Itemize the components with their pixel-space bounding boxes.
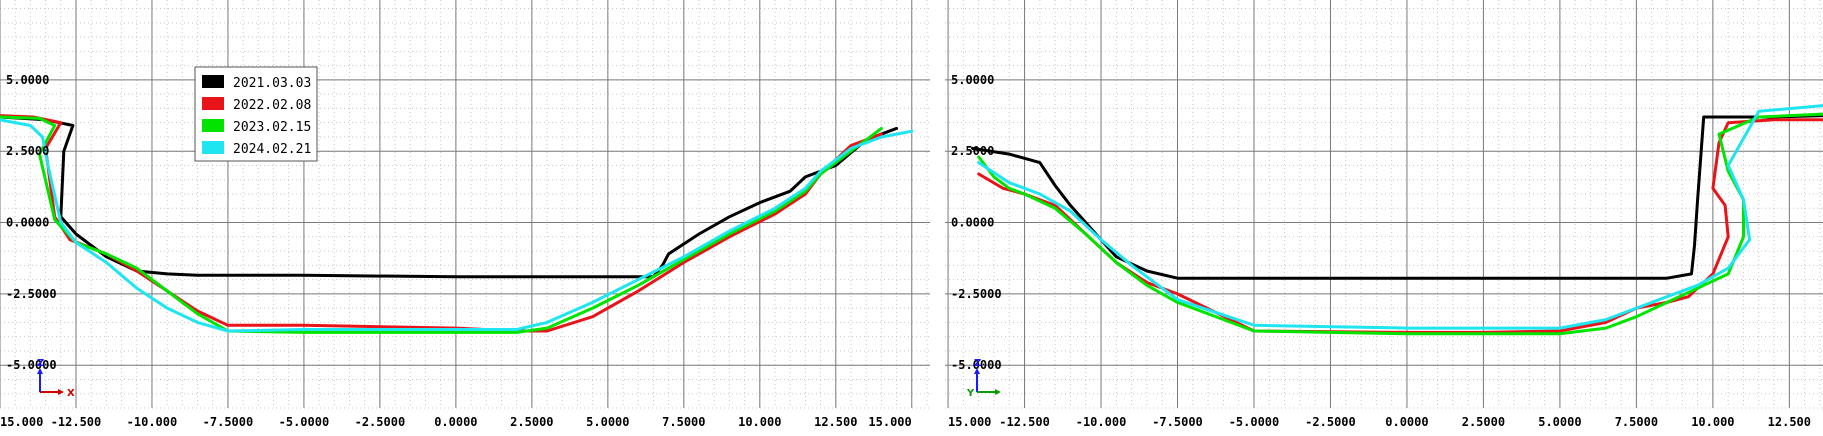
axis-glyph-z-label: Z (37, 358, 44, 369)
legend-label: 2022.02.08 (233, 98, 311, 113)
x-tick-labels: 15.000 -12.500 -10.000 -7.5000 -5.0000 -2.500… (0, 415, 912, 429)
y-tick-labels: 5.0000 2.5000 0.0000 -2.5000 -5.0000 (6, 73, 57, 372)
x-tick-label: 2.5000 (510, 415, 553, 429)
legend-swatch (202, 75, 224, 88)
legend-label: 2021.03.03 (233, 76, 311, 91)
x-tick-label: 7.5000 (1615, 415, 1658, 429)
x-tick-label: -10.000 (127, 415, 178, 429)
legend-swatch (202, 141, 224, 154)
y-tick-label: 0.0000 (6, 216, 49, 230)
x-tick-label: 12.500 (814, 415, 857, 429)
series-line (0, 115, 899, 279)
left-profile-chart: 5.0000 2.5000 0.0000 -2.5000 -5.0000 15.000 -1… (0, 0, 930, 429)
x-tick-label: 0.0000 (1385, 415, 1428, 429)
x-tick-labels: 15.000 -12.500 -10.000 -7.5000 -5.0000 -2.500… (948, 415, 1811, 429)
x-tick-label: 15.000 (868, 415, 911, 429)
axis-glyph-z-arrow (37, 368, 43, 374)
right-chart-svg: 5.0000 2.5000 0.0000 -2.5000 -5.0000 15.000 -1… (945, 0, 1823, 429)
x-tick-label: -12.500 (51, 415, 102, 429)
axis-glyph-x-label: X (67, 388, 75, 399)
axis-orientation-icon: YZ (966, 358, 1001, 399)
y-tick-label: 0.0000 (951, 216, 994, 230)
x-tick-label: 15.000 (948, 415, 991, 429)
x-tick-label: 0.0000 (434, 415, 477, 429)
x-tick-label: -5.0000 (1229, 415, 1280, 429)
left-chart-svg: 5.0000 2.5000 0.0000 -2.5000 -5.0000 15.000 -1… (0, 0, 930, 429)
axis-glyph-z-label: Z (974, 358, 981, 369)
axis-glyph-x-arrow (995, 389, 1001, 395)
x-tick-label: -5.0000 (279, 415, 330, 429)
x-tick-label: 7.5000 (662, 415, 705, 429)
axis-orientation-icon: XZ (37, 358, 75, 399)
series-group (971, 104, 1823, 336)
axis-glyph-x-arrow (58, 389, 64, 395)
major-grid (945, 0, 1823, 408)
major-grid (0, 0, 930, 408)
x-tick-label: -10.000 (1076, 415, 1127, 429)
x-tick-label: 12.500 (1768, 415, 1811, 429)
legend-swatch (202, 97, 224, 110)
series-line (977, 104, 1823, 330)
legend-label: 2023.02.15 (233, 120, 311, 135)
series-group (0, 114, 914, 334)
x-tick-label: 10.000 (738, 415, 781, 429)
y-tick-label: 2.5000 (6, 144, 49, 158)
x-tick-label: -2.5000 (355, 415, 406, 429)
right-profile-chart: 5.0000 2.5000 0.0000 -2.5000 -5.0000 15.000 -1… (945, 0, 1823, 436)
y-tick-label: 2.5000 (951, 144, 994, 158)
legend-swatch (202, 119, 224, 132)
y-tick-label: 5.0000 (951, 73, 994, 87)
x-tick-label: 5.0000 (1538, 415, 1581, 429)
axis-glyph-x-label: Y (966, 388, 975, 399)
x-tick-label: 10.000 (1691, 415, 1734, 429)
x-tick-label: 5.0000 (586, 415, 629, 429)
x-tick-label: -12.500 (999, 415, 1050, 429)
series-line (0, 118, 914, 333)
x-tick-label: -7.5000 (1152, 415, 1203, 429)
axis-glyph-z-arrow (974, 368, 980, 374)
x-tick-label: -2.5000 (1305, 415, 1356, 429)
y-tick-label: -5.0000 (951, 358, 1002, 372)
x-tick-label: -7.5000 (203, 415, 254, 429)
x-tick-label: 15.000 (0, 415, 43, 429)
y-tick-labels: 5.0000 2.5000 0.0000 -2.5000 -5.0000 (951, 73, 1002, 372)
y-tick-label: -2.5000 (6, 287, 57, 301)
series-line (971, 114, 1823, 280)
y-tick-label: 5.0000 (6, 73, 49, 87)
x-tick-label: 2.5000 (1462, 415, 1505, 429)
minor-grid (945, 0, 1823, 409)
legend: 2021.03.03 2022.02.08 2023.02.15 2024.02.21 (194, 66, 318, 162)
series-line (0, 114, 883, 333)
y-tick-label: -5.0000 (6, 358, 57, 372)
series-line (0, 115, 883, 334)
legend-label: 2024.02.21 (233, 142, 311, 157)
y-tick-label: -2.5000 (951, 287, 1002, 301)
